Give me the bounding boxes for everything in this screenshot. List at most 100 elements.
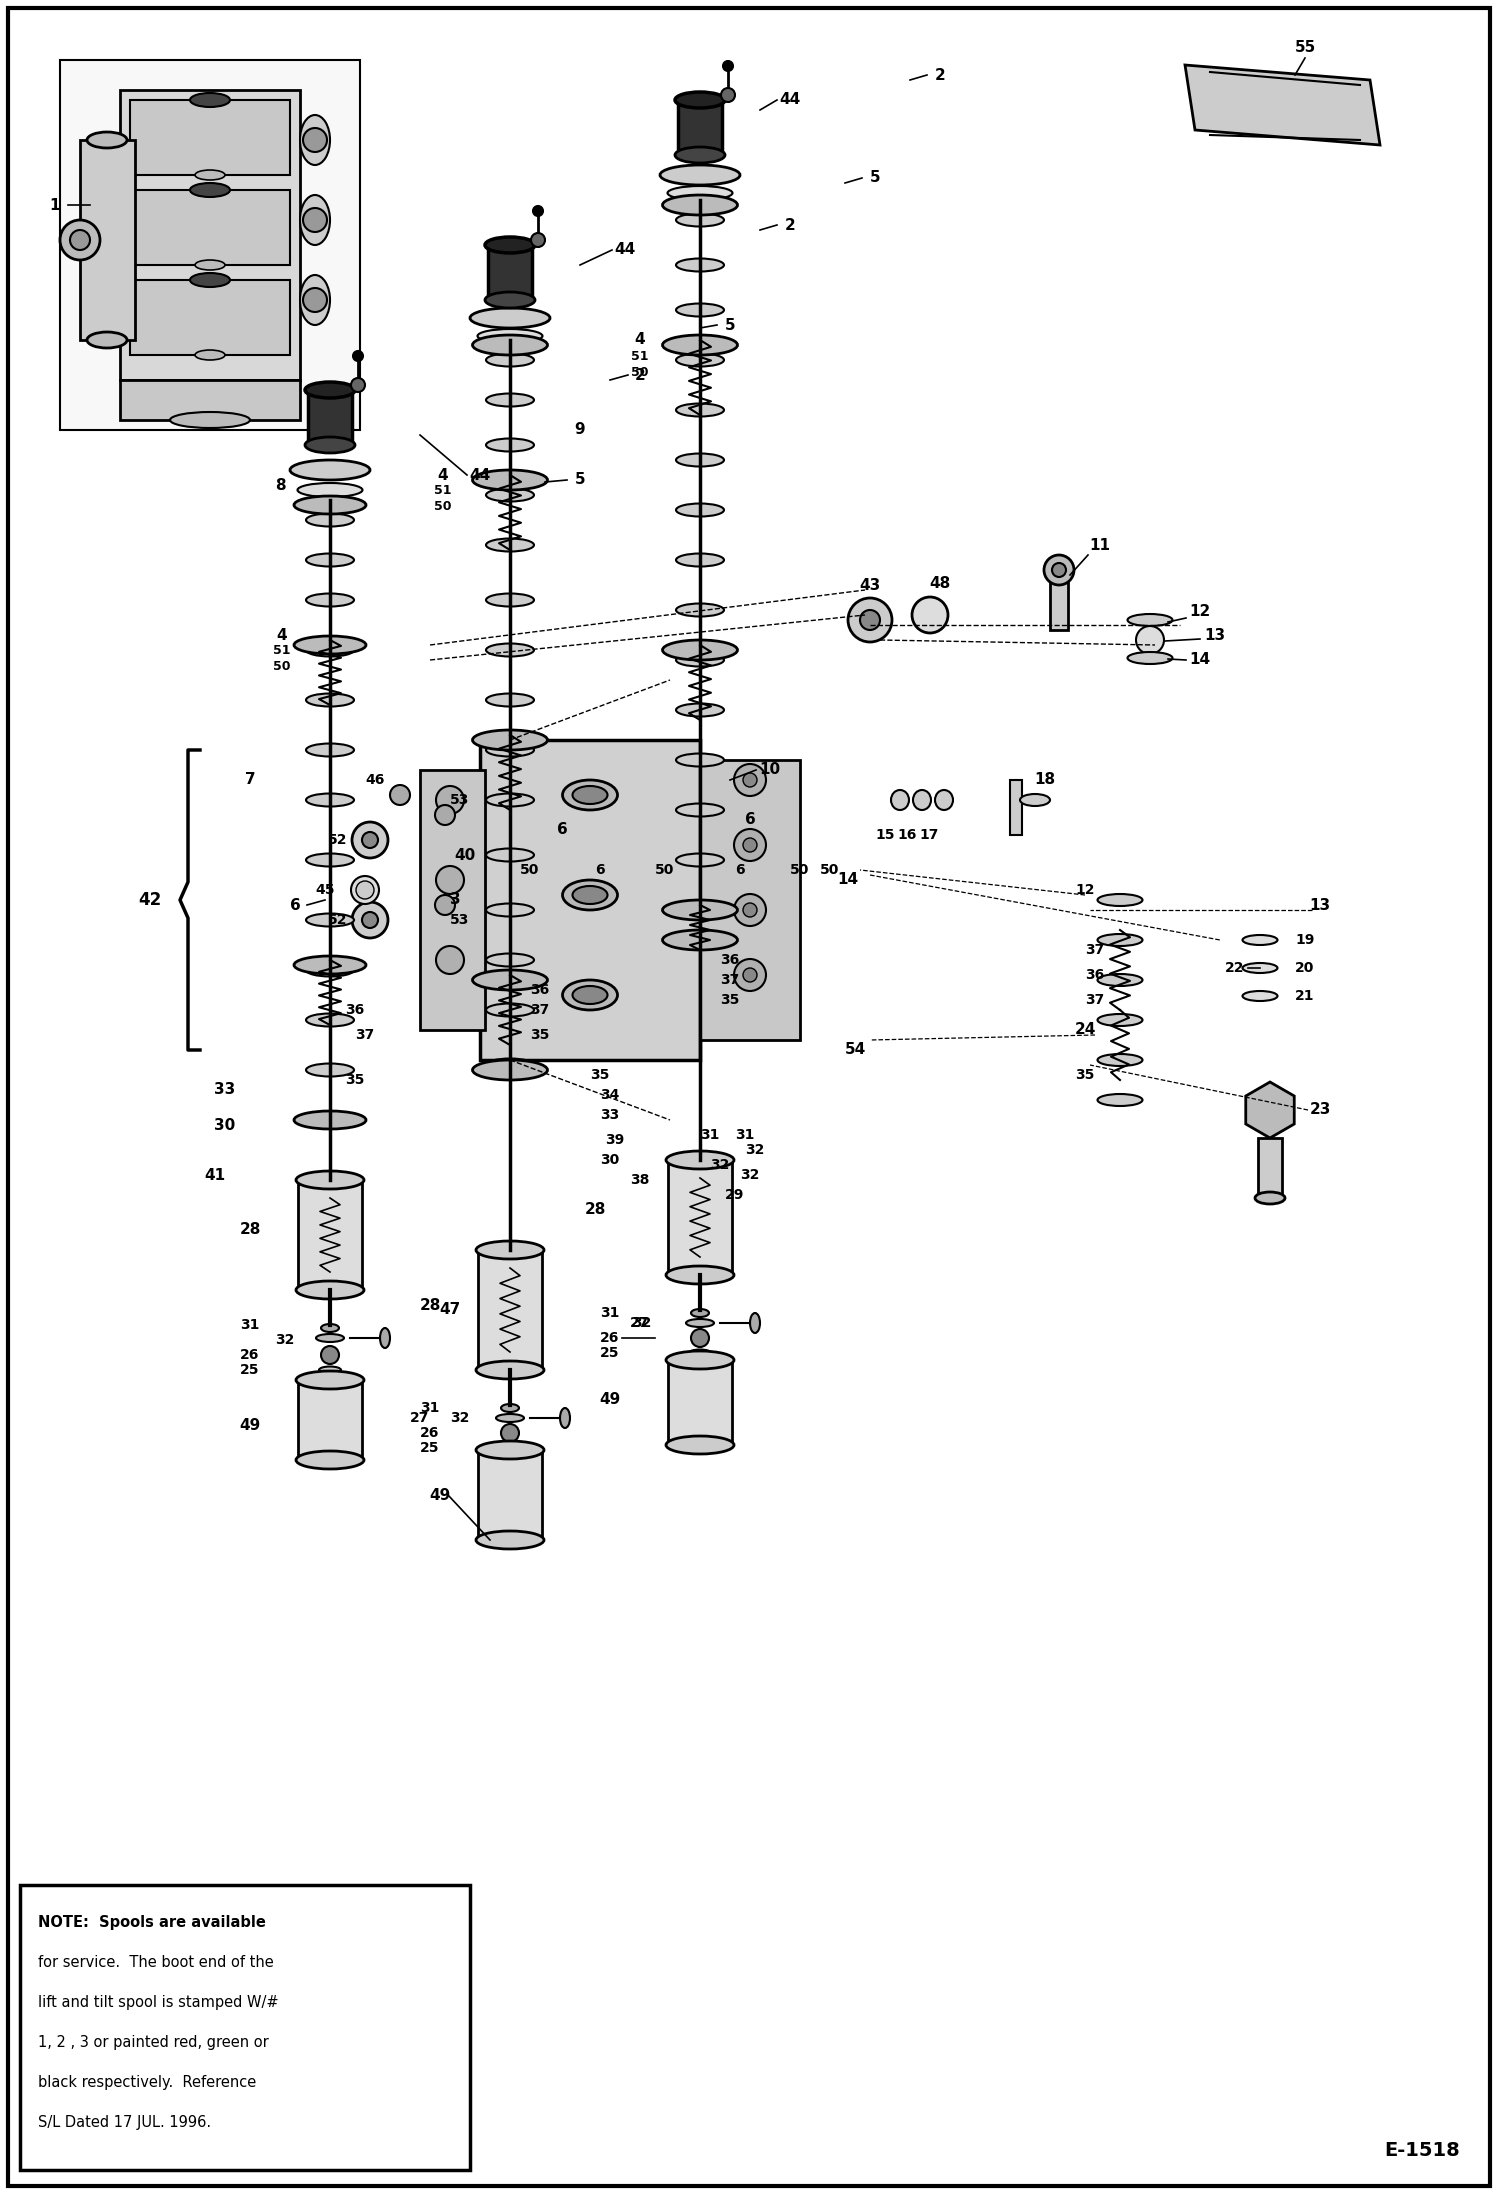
- Ellipse shape: [563, 880, 617, 911]
- Circle shape: [60, 219, 100, 261]
- Text: 35: 35: [721, 994, 740, 1007]
- Text: 26: 26: [240, 1347, 259, 1362]
- Ellipse shape: [306, 595, 354, 606]
- Bar: [478, 1450, 542, 1540]
- Ellipse shape: [485, 439, 533, 452]
- Ellipse shape: [297, 1172, 364, 1189]
- Ellipse shape: [476, 1531, 544, 1549]
- Text: 31: 31: [736, 1128, 755, 1143]
- Text: 31: 31: [601, 1305, 620, 1321]
- Text: 28: 28: [419, 1297, 440, 1312]
- Ellipse shape: [676, 654, 724, 667]
- Circle shape: [530, 233, 545, 248]
- Text: 28: 28: [584, 1202, 605, 1218]
- Circle shape: [743, 904, 756, 917]
- Text: 33: 33: [214, 1082, 235, 1097]
- Ellipse shape: [306, 382, 355, 397]
- Ellipse shape: [667, 1352, 734, 1369]
- Ellipse shape: [500, 1404, 518, 1413]
- Ellipse shape: [306, 1115, 354, 1126]
- Text: 1, 2 , 3 or painted red, green or: 1, 2 , 3 or painted red, green or: [37, 2036, 268, 2049]
- Bar: [1050, 570, 1068, 630]
- Bar: [668, 1360, 733, 1446]
- Text: 5: 5: [575, 472, 586, 487]
- Ellipse shape: [1128, 614, 1173, 625]
- Text: 51: 51: [273, 645, 291, 658]
- Text: 3: 3: [449, 893, 460, 908]
- Ellipse shape: [306, 794, 354, 807]
- Text: 35: 35: [590, 1068, 610, 1082]
- Ellipse shape: [1098, 1014, 1143, 1027]
- Ellipse shape: [676, 213, 724, 226]
- Ellipse shape: [294, 957, 366, 974]
- Circle shape: [734, 893, 765, 926]
- Ellipse shape: [300, 274, 330, 325]
- Circle shape: [1052, 564, 1067, 577]
- Ellipse shape: [662, 641, 737, 660]
- Ellipse shape: [190, 182, 231, 197]
- Ellipse shape: [306, 437, 355, 452]
- Ellipse shape: [676, 904, 724, 917]
- Ellipse shape: [190, 272, 231, 287]
- Ellipse shape: [676, 753, 724, 766]
- Text: 32: 32: [632, 1316, 652, 1330]
- Text: 32: 32: [710, 1158, 730, 1172]
- Ellipse shape: [87, 331, 127, 349]
- Text: 20: 20: [1296, 961, 1315, 974]
- Ellipse shape: [294, 496, 366, 513]
- Ellipse shape: [1098, 974, 1143, 985]
- Circle shape: [436, 946, 464, 974]
- Text: 40: 40: [454, 847, 476, 862]
- Text: 37: 37: [1086, 994, 1104, 1007]
- Bar: [419, 770, 485, 1029]
- Circle shape: [860, 610, 879, 630]
- Text: 9: 9: [575, 423, 586, 437]
- Ellipse shape: [1020, 794, 1050, 805]
- Ellipse shape: [195, 169, 225, 180]
- Ellipse shape: [1098, 935, 1143, 946]
- Ellipse shape: [485, 1058, 533, 1071]
- Circle shape: [533, 206, 542, 215]
- Circle shape: [1044, 555, 1074, 586]
- Ellipse shape: [351, 875, 379, 904]
- Ellipse shape: [485, 292, 535, 307]
- Bar: [60, 59, 360, 430]
- Text: 7: 7: [244, 772, 255, 788]
- Ellipse shape: [676, 259, 724, 272]
- Ellipse shape: [485, 954, 533, 968]
- Ellipse shape: [1242, 963, 1278, 972]
- Circle shape: [303, 208, 327, 233]
- Ellipse shape: [560, 1409, 571, 1428]
- Circle shape: [691, 1330, 709, 1347]
- Text: 49: 49: [599, 1393, 620, 1409]
- Ellipse shape: [485, 393, 533, 406]
- Text: 14: 14: [837, 873, 858, 889]
- Ellipse shape: [572, 985, 608, 1005]
- Text: 32: 32: [746, 1143, 764, 1156]
- Ellipse shape: [472, 970, 547, 989]
- Ellipse shape: [563, 981, 617, 1009]
- Ellipse shape: [476, 1242, 544, 1259]
- Circle shape: [848, 599, 891, 643]
- Ellipse shape: [306, 913, 354, 926]
- Text: 6: 6: [736, 862, 745, 878]
- Text: 34: 34: [601, 1088, 620, 1101]
- Ellipse shape: [750, 1312, 759, 1334]
- Ellipse shape: [319, 1367, 342, 1373]
- Text: 17: 17: [920, 827, 939, 842]
- Text: NOTE:  Spools are available: NOTE: Spools are available: [37, 1915, 265, 1931]
- Ellipse shape: [1098, 1095, 1143, 1106]
- Ellipse shape: [676, 353, 724, 366]
- Circle shape: [743, 772, 756, 788]
- Text: 27: 27: [631, 1316, 650, 1330]
- Ellipse shape: [676, 92, 725, 108]
- Bar: [130, 281, 291, 355]
- Ellipse shape: [87, 132, 127, 147]
- Text: 39: 39: [605, 1132, 625, 1147]
- Text: 42: 42: [138, 891, 162, 908]
- Text: 37: 37: [721, 972, 740, 987]
- Text: 5: 5: [870, 171, 881, 186]
- Ellipse shape: [195, 261, 225, 270]
- Text: 50: 50: [655, 862, 674, 878]
- Text: 27: 27: [410, 1411, 430, 1424]
